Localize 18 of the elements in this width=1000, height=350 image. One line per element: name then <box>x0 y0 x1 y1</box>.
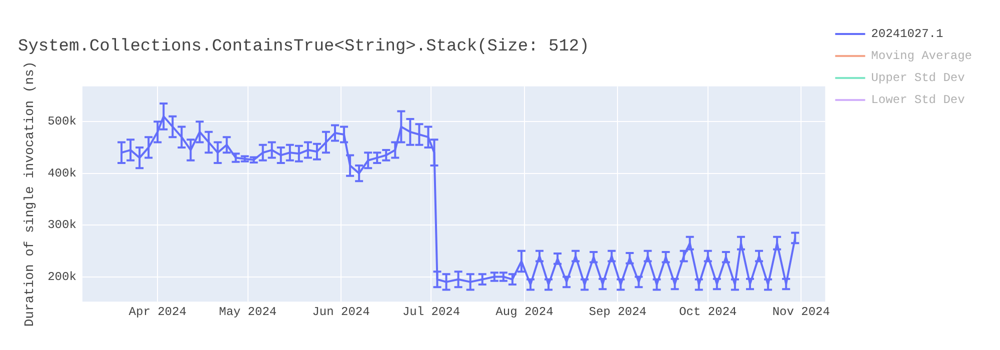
x-tick-label: Nov 2024 <box>772 304 830 319</box>
y-axis-title: Duration of single invocation (ns) <box>22 61 38 327</box>
x-tick-label: Aug 2024 <box>496 304 554 319</box>
y-tick-label: 400k <box>48 166 76 180</box>
y-tick-label: 200k <box>48 270 76 284</box>
y-tick-label: 500k <box>48 114 76 129</box>
x-tick-label: Apr 2024 <box>128 304 186 319</box>
x-tick-label: Jul 2024 <box>402 304 460 319</box>
y-tick-label: 300k <box>48 218 76 232</box>
legend-label: 20241027.1 <box>871 27 944 42</box>
x-tick-label: Oct 2024 <box>679 304 737 319</box>
legend-label: Upper Std Dev <box>871 71 965 86</box>
legend-label: Moving Average <box>871 49 972 64</box>
chart-title: System.Collections.ContainsTrue<String>.Stack(Size: 512) <box>18 38 590 57</box>
x-tick-label: Sep 2024 <box>588 304 646 319</box>
x-tick-label: May 2024 <box>218 304 277 319</box>
legend-label: Lower Std Dev <box>871 93 965 108</box>
x-tick-label: Jun 2024 <box>312 304 370 319</box>
